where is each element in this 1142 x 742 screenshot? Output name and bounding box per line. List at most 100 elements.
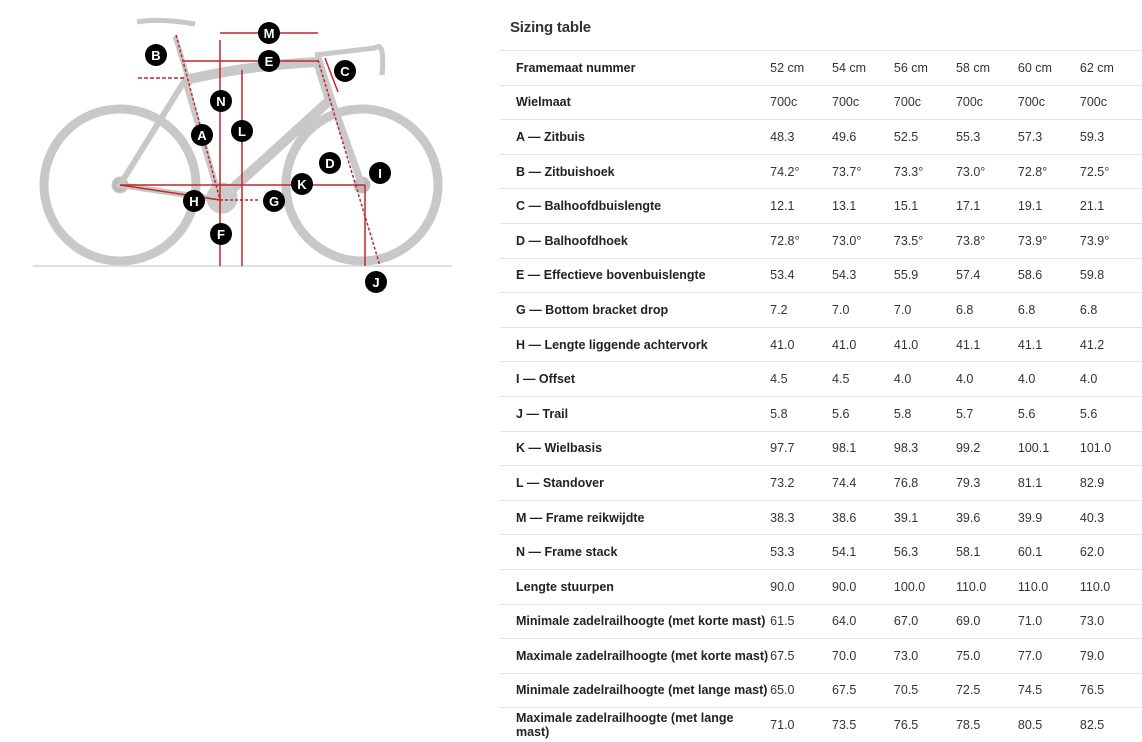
row-value: 52.5 — [893, 129, 919, 144]
row-value: 39.9 — [1017, 510, 1043, 525]
row-value: 41.0 — [832, 337, 857, 352]
row-value: 73.0 — [1079, 614, 1105, 629]
row-value: 7.0 — [832, 302, 850, 317]
row-value: 101.0 — [1079, 441, 1112, 456]
row-value: 5.7 — [955, 406, 974, 421]
row-value: 77.0 — [1017, 648, 1043, 663]
row-value: 76.5 — [1079, 683, 1105, 698]
table-row: L — Standover 73.2 74.4 76.8 79.3 81.1 82.9 — [500, 465, 1142, 501]
row-value: 73.8° — [955, 233, 986, 248]
row-value: 73.3° — [893, 164, 924, 179]
row-value: 4.0 — [1079, 372, 1098, 387]
row-value: 97.7 — [770, 441, 795, 456]
row-value: 40.3 — [1079, 510, 1105, 525]
row-value: 79.3 — [955, 475, 981, 490]
row-label: Framemaat nummer — [516, 60, 636, 75]
row-value: 75.0 — [955, 648, 981, 663]
svg-text:J: J — [372, 275, 379, 290]
svg-text:M: M — [264, 26, 275, 41]
table-row: Lengte stuurpen 90.0 90.0 100.0 110.0 110.0 11… — [500, 569, 1142, 604]
row-label: Lengte stuurpen — [516, 579, 614, 594]
row-value: 90.0 — [770, 579, 795, 594]
svg-text:I: I — [378, 166, 382, 181]
row-value: 41.0 — [893, 337, 919, 352]
row-value: 17.1 — [955, 199, 981, 214]
row-value: 54.1 — [832, 545, 857, 560]
row-value: 57.4 — [955, 268, 981, 283]
table-row: C — Balhoofdbuislengte 12.1 13.1 15.1 17.1 19… — [500, 188, 1142, 224]
row-value: 5.8 — [893, 406, 912, 421]
row-value: 73.5 — [832, 718, 857, 733]
row-value: 72.8° — [770, 233, 800, 248]
table-row: I — Offset 4.5 4.5 4.0 4.0 4.0 4.0 — [500, 361, 1142, 397]
row-value: 61.5 — [770, 614, 795, 629]
row-value: 6.8 — [1017, 302, 1036, 317]
row-value: 49.6 — [832, 129, 857, 144]
row-value: 41.2 — [1079, 337, 1105, 352]
row-value: 73.2 — [770, 475, 795, 490]
row-value: 6.8 — [955, 302, 974, 317]
row-value: 73.0° — [832, 233, 862, 248]
row-value: 60.1 — [1017, 545, 1043, 560]
row-value: 98.3 — [893, 441, 919, 456]
row-value: 110.0 — [955, 579, 987, 594]
svg-text:G: G — [269, 194, 279, 209]
marker-b: B — [145, 44, 167, 66]
table-row: H — Lengte liggende achtervork 41.0 41.0 41… — [500, 327, 1142, 362]
row-value: 73.0 — [893, 648, 919, 663]
bike-geometry-diagram: M B E C N L A D I K H G F J — [33, 17, 452, 293]
row-value: 41.1 — [955, 337, 981, 352]
svg-text:E: E — [265, 54, 274, 69]
row-value: 4.0 — [893, 372, 912, 387]
row-label: Wielmaat — [516, 95, 571, 110]
row-value: 74.5 — [1017, 683, 1043, 698]
row-value: 700c — [1079, 95, 1108, 110]
row-value: 52 cm — [770, 60, 805, 75]
row-value: 110.0 — [1079, 579, 1111, 594]
marker-h: H — [183, 190, 205, 212]
row-value: 73.9° — [1079, 233, 1110, 248]
row-value: 78.5 — [955, 718, 981, 733]
table-row: Maximale zadelrailhoogte (met korte mast… — [500, 638, 1142, 674]
table-row: M — Frame reikwijdte 38.3 38.6 39.1 39.6 39.9… — [500, 500, 1142, 535]
row-value: 58.1 — [955, 545, 981, 560]
marker-a: A — [191, 124, 213, 146]
row-value: 71.0 — [770, 718, 795, 733]
row-value: 74.2° — [770, 164, 800, 179]
row-value: 7.2 — [770, 302, 788, 317]
table-row: Minimale zadelrailhoogte (met lange mast… — [500, 673, 1142, 708]
row-value: 5.8 — [770, 406, 788, 421]
row-value: 110.0 — [1017, 579, 1049, 594]
table-row: A — Zitbuis 48.3 49.6 52.5 55.3 57.3 59.3 — [500, 119, 1142, 155]
row-value: 74.4 — [832, 475, 857, 490]
row-value: 59.8 — [1079, 268, 1105, 283]
marker-e: E — [258, 50, 280, 72]
row-value: 90.0 — [832, 579, 857, 594]
row-label: L — Standover — [516, 475, 604, 490]
row-value: 5.6 — [1017, 406, 1036, 421]
row-value: 80.5 — [1017, 718, 1043, 733]
table-row: G — Bottom bracket drop 7.2 7.0 7.0 6.8 6.8 6.… — [500, 292, 1142, 328]
row-value: 69.0 — [955, 614, 981, 629]
svg-text:F: F — [217, 227, 225, 242]
row-value: 55.9 — [893, 268, 919, 283]
row-value: 54.3 — [832, 268, 857, 283]
row-value: 41.1 — [1017, 337, 1043, 352]
sizing-table: Framemaat nummer 52 cm 54 cm 56 cm 58 cm 60 c… — [500, 50, 1142, 742]
row-value: 57.3 — [1017, 129, 1043, 144]
row-label: N — Frame stack — [516, 545, 618, 560]
row-value: 4.0 — [1017, 372, 1036, 387]
row-value: 21.1 — [1079, 199, 1105, 214]
marker-l: L — [231, 120, 253, 142]
row-value: 58.6 — [1017, 268, 1043, 283]
row-value: 72.8° — [1017, 164, 1048, 179]
table-row: Maximale zadelrailhoogte (met lange mast… — [500, 707, 1142, 742]
row-value: 54 cm — [832, 60, 867, 75]
table-row: B — Zitbuishoek 74.2° 73.7° 73.3° 73.0° 72.8°… — [500, 154, 1142, 189]
marker-c: C — [334, 60, 356, 82]
marker-f: F — [210, 223, 232, 245]
row-value: 59.3 — [1079, 129, 1105, 144]
sizing-table-section: Sizing table Framemaat nummer 52 cm 54 cm 5… — [500, 0, 1142, 742]
row-value: 6.8 — [1079, 302, 1098, 317]
row-value: 100.1 — [1017, 441, 1050, 456]
